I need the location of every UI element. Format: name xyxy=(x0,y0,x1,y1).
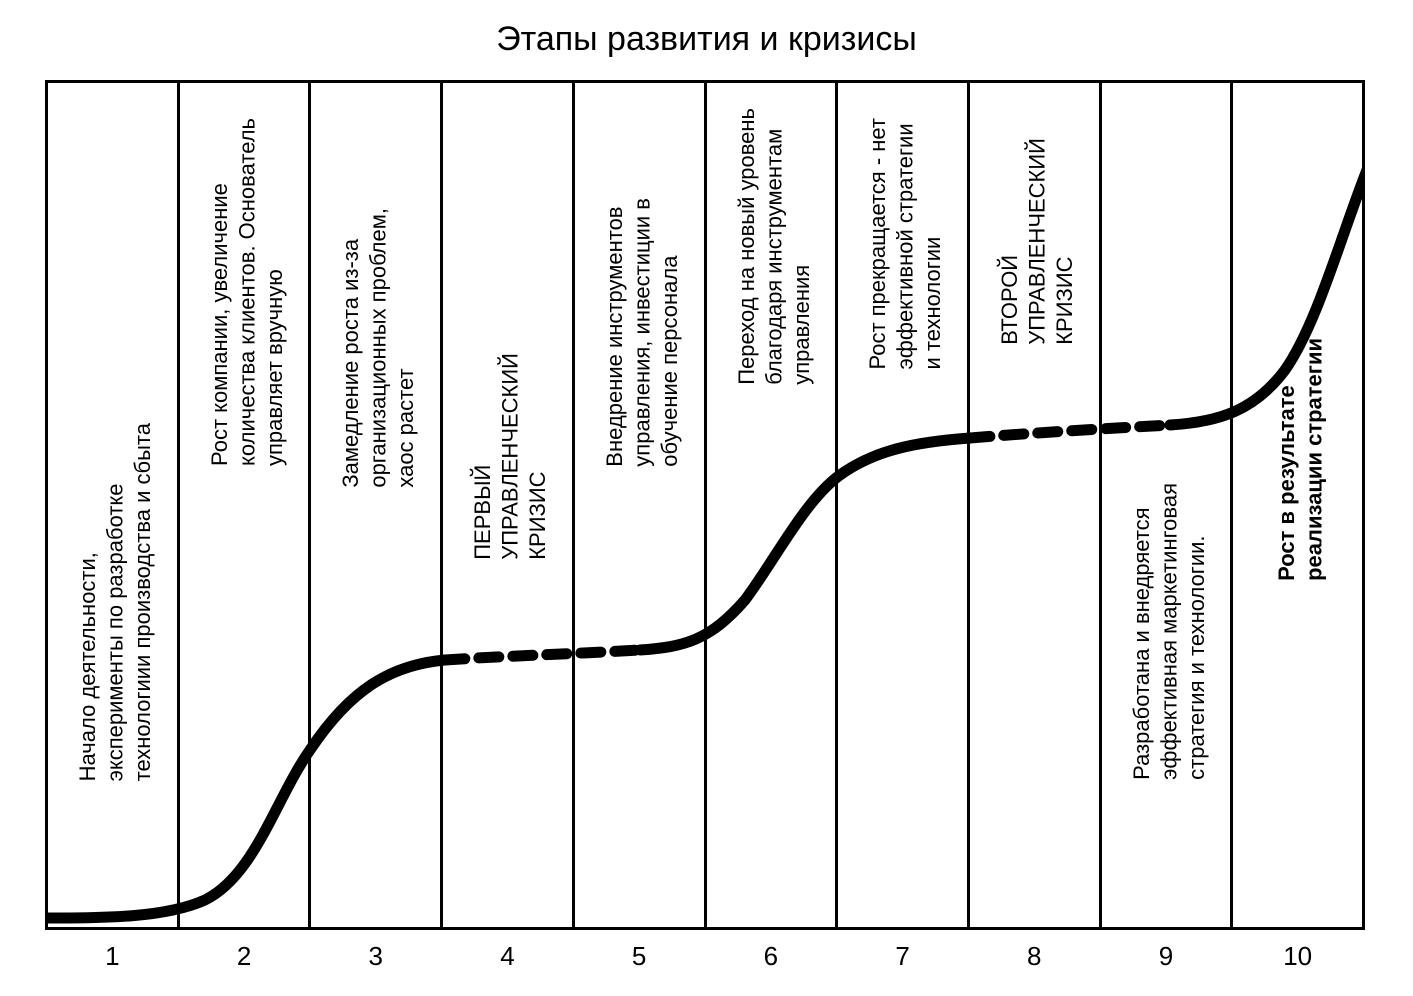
stage-number: 7 xyxy=(838,941,967,972)
stage-label: Замедление роста из-за организационных п… xyxy=(337,208,420,488)
stage-column: ВТОРОЙ УПРАВЛЕНЧЕСКИЙ КРИЗИС8 xyxy=(967,83,1099,927)
chart-area: Начало деятельности, эксперименты по раз… xyxy=(45,80,1365,930)
stage-number: 3 xyxy=(311,941,440,972)
stage-column: Переход на новый уровень благодаря инстр… xyxy=(704,83,836,927)
stage-label: Рост компании, увеличение количества кли… xyxy=(206,118,289,466)
chart-title: Этапы развития и кризисы xyxy=(0,0,1413,59)
stage-number: 9 xyxy=(1102,941,1231,972)
stage-column: Рост прекращается - нет эффективной стра… xyxy=(835,83,967,927)
stage-number: 8 xyxy=(970,941,1099,972)
stage-number: 6 xyxy=(707,941,836,972)
stage-column: Рост компании, увеличение количества кли… xyxy=(177,83,309,927)
stage-number: 10 xyxy=(1233,941,1362,972)
stage-column: Начало деятельности, эксперименты по раз… xyxy=(45,83,177,927)
stage-column: Внедрение инструментов управления, инвес… xyxy=(572,83,704,927)
stage-column: Рост в результате реализации стратегии10 xyxy=(1230,83,1365,927)
stage-column: Разработана и внедряется эффективная мар… xyxy=(1099,83,1231,927)
stage-label: Рост в результате реализации стратегии xyxy=(1273,338,1328,581)
stage-number: 1 xyxy=(48,941,177,972)
stage-label: Рост прекращается - нет эффективной стра… xyxy=(864,118,947,369)
stage-label: ВТОРОЙ УПРАВЛЕНЧЕСКИЙ КРИЗИС xyxy=(996,138,1079,345)
stage-columns: Начало деятельности, эксперименты по раз… xyxy=(45,80,1365,930)
stage-column: ПЕРВЫЙ УПРАВЛЕНЧЕСКИЙ КРИЗИС4 xyxy=(440,83,572,927)
stage-label: Разработана и внедряется эффективная мар… xyxy=(1128,483,1211,780)
stage-number: 4 xyxy=(443,941,572,972)
stage-label: Внедрение инструментов управления, инвес… xyxy=(601,198,684,467)
stage-number: 2 xyxy=(180,941,309,972)
stage-label: ПЕРВЫЙ УПРАВЛЕНЧЕСКИЙ КРИЗИС xyxy=(469,353,552,560)
stage-label: Начало деятельности, эксперименты по раз… xyxy=(74,423,157,781)
stage-column: Замедление роста из-за организационных п… xyxy=(308,83,440,927)
stage-number: 5 xyxy=(575,941,704,972)
stage-label: Переход на новый уровень благодаря инстр… xyxy=(733,108,816,385)
